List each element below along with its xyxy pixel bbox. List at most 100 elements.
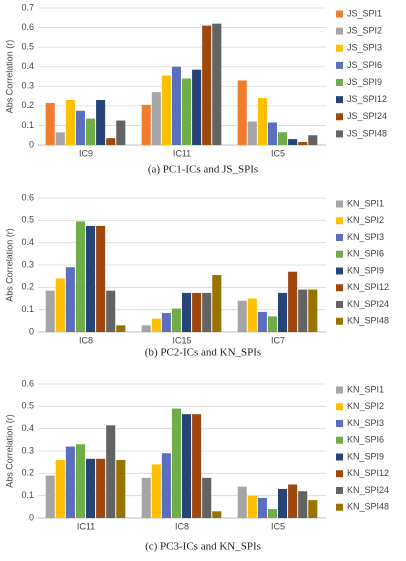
- bar: [257, 497, 267, 518]
- bar: [75, 221, 85, 332]
- caption: (b) PC2-ICs and KN_SPIs: [145, 347, 261, 359]
- x-tick-label: IC8: [175, 521, 189, 531]
- caption: (a) PC1-ICs and JS_SPIs: [148, 164, 258, 176]
- x-tick-label: IC9: [79, 148, 93, 158]
- bar: [298, 142, 308, 145]
- bar: [161, 313, 171, 332]
- bar: [247, 298, 257, 332]
- legend-label: JS_SPI24: [347, 111, 387, 121]
- bar: [106, 425, 116, 518]
- bar: [161, 75, 171, 145]
- legend-label: KN_SPI2: [347, 401, 384, 411]
- y-tick-label: 0: [29, 139, 34, 149]
- x-tick-label: IC5: [271, 148, 285, 158]
- bar: [171, 308, 181, 332]
- bar: [237, 486, 247, 518]
- caption: (c) PC3-ICs and KN_SPIs: [145, 541, 261, 553]
- bar: [141, 325, 151, 332]
- x-tick-label: IC15: [172, 335, 191, 345]
- legend-label: JS_SPI6: [347, 60, 382, 70]
- bar: [288, 484, 298, 518]
- bar: [55, 278, 65, 332]
- legend-swatch: [336, 217, 343, 225]
- y-tick-label: 0.2: [21, 100, 34, 110]
- bar: [75, 110, 85, 145]
- y-tick-label: 0.3: [21, 259, 34, 269]
- bar: [45, 290, 55, 332]
- bar: [288, 139, 298, 145]
- legend-label: KN_SPI24: [347, 485, 389, 495]
- y-tick-label: 0.1: [21, 304, 34, 314]
- y-tick-label: 0.3: [21, 81, 34, 91]
- legend-swatch: [336, 27, 343, 35]
- bar: [237, 300, 247, 332]
- legend-swatch: [336, 44, 343, 52]
- bar: [96, 458, 106, 518]
- bar: [151, 318, 161, 332]
- y-tick-label: 0.5: [21, 401, 34, 411]
- y-axis-label: Abs Correlation (r): [4, 228, 14, 302]
- legend-label: JS_SPI12: [347, 94, 387, 104]
- bar: [65, 446, 75, 518]
- bar: [267, 122, 277, 145]
- bar: [212, 511, 222, 518]
- bar: [65, 267, 75, 332]
- bar: [267, 509, 277, 518]
- y-tick-label: 0.4: [21, 237, 34, 247]
- y-tick-label: 0.2: [21, 282, 34, 292]
- bar: [65, 99, 75, 145]
- bar: [247, 495, 257, 518]
- y-tick-label: 0.1: [21, 490, 34, 500]
- legend-label: KN_SPI24: [347, 299, 389, 309]
- y-tick-label: 0.5: [21, 42, 34, 52]
- bar: [212, 275, 222, 332]
- y-axis-label: Abs Correlation (r): [4, 414, 14, 488]
- legend-swatch: [336, 284, 343, 292]
- bar: [116, 325, 126, 332]
- bar: [308, 135, 318, 145]
- bar: [86, 458, 96, 518]
- bar: [192, 414, 202, 518]
- x-tick-label: IC8: [79, 335, 93, 345]
- bar: [192, 292, 202, 332]
- y-tick-label: 0.4: [21, 423, 34, 433]
- legend-label: KN_SPI6: [347, 435, 384, 445]
- y-axis-label: Abs Correlation (r): [4, 40, 14, 114]
- legend-swatch: [336, 503, 343, 511]
- bar: [171, 66, 181, 145]
- bar: [247, 121, 257, 145]
- x-tick-label: IC11: [173, 148, 191, 158]
- bar: [45, 102, 55, 145]
- bar: [96, 99, 106, 145]
- bar: [151, 92, 161, 145]
- legend-label: JS_SPI1: [347, 8, 382, 18]
- legend-label: KN_SPI1: [347, 198, 384, 208]
- y-tick-label: 0.6: [21, 378, 34, 388]
- legend-swatch: [336, 130, 343, 138]
- legend-swatch: [336, 267, 343, 275]
- bar: [86, 225, 96, 332]
- legend-label: JS_SPI9: [347, 77, 382, 87]
- y-tick-label: 0.7: [21, 2, 34, 12]
- legend-label: KN_SPI9: [347, 451, 384, 461]
- bar: [55, 459, 65, 518]
- x-tick-label: IC7: [271, 335, 285, 345]
- legend-label: JS_SPI2: [347, 26, 382, 36]
- bar: [212, 23, 222, 145]
- bar: [96, 225, 106, 332]
- bar: [45, 475, 55, 518]
- x-tick-label: IC5: [271, 521, 285, 531]
- bar: [141, 104, 151, 145]
- bar: [161, 453, 171, 518]
- legend-label: KN_SPI2: [347, 215, 384, 225]
- y-tick-label: 0: [29, 326, 34, 336]
- y-tick-label: 0.4: [21, 61, 34, 71]
- bar: [202, 477, 212, 518]
- legend-label: KN_SPI3: [347, 418, 384, 428]
- bar: [202, 292, 212, 332]
- y-tick-label: 0: [29, 512, 34, 522]
- bar: [278, 488, 288, 518]
- legend-swatch: [336, 420, 343, 427]
- bar: [116, 120, 126, 145]
